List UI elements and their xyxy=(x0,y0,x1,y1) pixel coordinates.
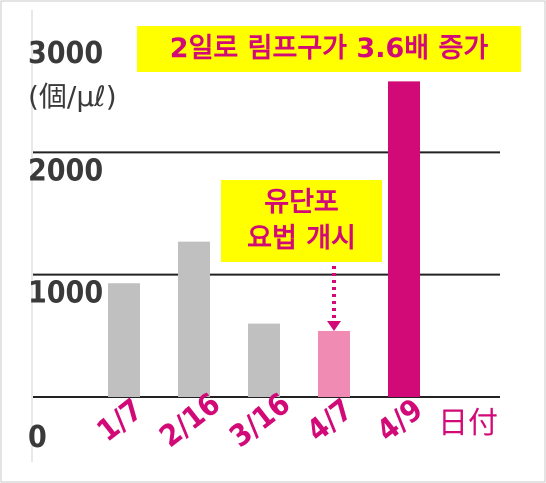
treatment-callout-line-2: 요법 개시 xyxy=(247,223,356,254)
bar-4-7 xyxy=(318,330,350,397)
y-axis-unit: (個/μℓ) xyxy=(28,80,117,113)
bar-4-9 xyxy=(388,81,420,397)
y-tick-label-0: 0 xyxy=(28,420,47,455)
x-tick-label-4-7: 4/7 xyxy=(301,392,360,449)
bar-1-7 xyxy=(108,283,140,397)
treatment-pointer-arrowhead xyxy=(327,320,341,331)
treatment-callout-line-1: 유단포 xyxy=(264,187,339,218)
x-tick-label-1-7: 1/7 xyxy=(91,392,150,449)
headline-callout: 2일로 림프구가 3.6배 증가 xyxy=(137,26,521,72)
y-axis-top-value: 3000 xyxy=(28,36,103,71)
y-tick-label-1000: 1000 xyxy=(28,276,103,311)
bar-3-16 xyxy=(248,323,280,397)
y-tick-label-2000: 2000 xyxy=(28,153,103,188)
bar-2-16 xyxy=(178,241,210,397)
treatment-start-callout: 유단포 요법 개시 xyxy=(221,180,382,262)
x-axis-label: 日付 xyxy=(438,406,498,441)
x-tick-label-4-9: 4/9 xyxy=(371,392,430,449)
